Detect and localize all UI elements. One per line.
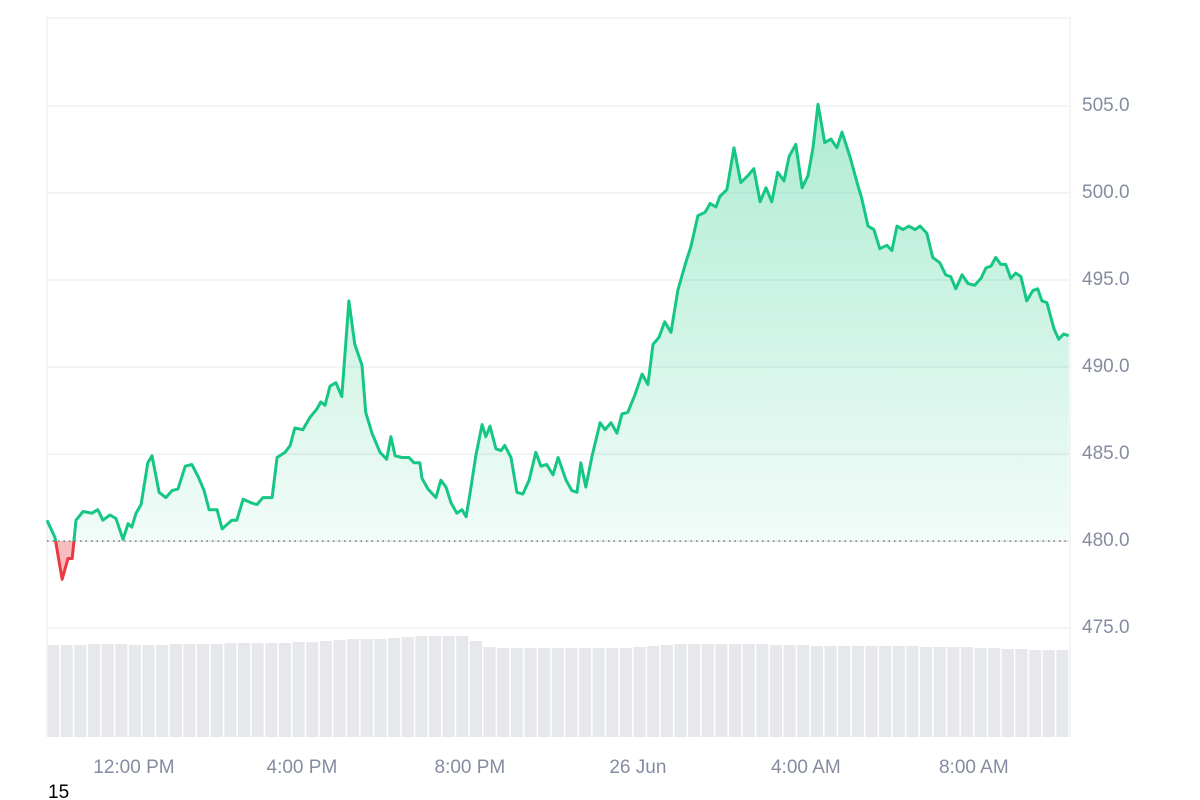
y-tick-label: 505.0 <box>1082 95 1130 116</box>
volume-bar <box>456 636 469 737</box>
volume-bar <box>988 648 1001 737</box>
volume-bar <box>483 647 496 737</box>
volume-bar <box>169 644 182 737</box>
volume-bar <box>892 646 905 737</box>
volume-bar <box>906 646 919 737</box>
volume-bar <box>510 648 523 737</box>
volume-bar <box>688 644 701 737</box>
plot-frame <box>46 17 1071 737</box>
volume-bar <box>415 636 428 737</box>
footnote: 15 <box>48 782 69 800</box>
data-layer <box>45 102 1070 581</box>
area-down <box>55 541 74 580</box>
x-tick-label: 8:00 AM <box>939 757 1009 778</box>
volume-bar <box>469 641 482 737</box>
y-tick-label: 485.0 <box>1082 443 1130 464</box>
price-line <box>45 102 1070 542</box>
volume-bar <box>797 645 810 737</box>
volume-bar <box>333 640 346 737</box>
y-tick-label: 480.0 <box>1082 530 1130 551</box>
volume-bar <box>374 639 387 737</box>
volume-bar <box>347 639 360 737</box>
volume-bar <box>933 647 946 737</box>
volume-bar <box>142 645 155 737</box>
volume-bar <box>756 644 769 737</box>
volume-bar <box>824 646 837 737</box>
y-tick-label: 495.0 <box>1082 269 1130 290</box>
volume-bar <box>87 644 101 737</box>
volume-bar <box>960 647 974 737</box>
volume-bar <box>156 645 169 737</box>
volume-bar <box>278 643 292 737</box>
x-tick-label: 4:00 PM <box>267 757 338 778</box>
volume-bar <box>838 646 851 737</box>
volume-bar <box>128 645 141 737</box>
area-up <box>47 104 1069 542</box>
volume-bar <box>701 644 714 737</box>
volume-bar <box>101 644 114 737</box>
volume-bar <box>551 648 564 737</box>
volume-bar <box>810 646 823 737</box>
volume-bar <box>319 641 332 737</box>
volume-bar <box>879 646 892 737</box>
volume-bar <box>851 646 864 737</box>
volume-bar <box>60 645 73 737</box>
volume-bar <box>360 639 373 737</box>
volume-bar <box>578 648 592 737</box>
volume-bar <box>74 645 87 737</box>
volume-bar <box>647 646 660 737</box>
volume-bar <box>401 637 414 737</box>
volume-bar <box>715 644 728 737</box>
y-tick-label: 490.0 <box>1082 356 1130 377</box>
text-layer: 475.0 480.0 485.0 490.0 495.0 500.0 505.0 12:00… <box>93 95 1129 778</box>
volume-bar <box>251 643 264 737</box>
volume-bar <box>947 647 960 737</box>
volume-bar <box>428 636 442 737</box>
volume-bar <box>1042 650 1055 737</box>
volume-bar <box>865 646 878 737</box>
volume-bar <box>783 645 796 737</box>
volume-bar <box>1056 650 1069 737</box>
volume-bar <box>769 645 783 737</box>
volume-bar <box>210 644 223 737</box>
volume-bar <box>974 648 987 737</box>
volume-bar <box>388 638 401 737</box>
x-tick-label: 26 Jun <box>609 757 666 778</box>
volume-bar <box>674 644 687 737</box>
volume-bar <box>660 645 673 737</box>
volume-bar <box>524 648 537 737</box>
volume-bar <box>265 643 278 737</box>
volume-bar <box>742 644 755 737</box>
volume-bar <box>606 648 619 737</box>
volume-bar <box>442 636 455 737</box>
volume-bar <box>538 648 551 737</box>
volume-bar <box>919 647 933 737</box>
x-tick-label: 12:00 PM <box>93 757 174 778</box>
volume-bar <box>47 645 60 737</box>
x-tick-label: 4:00 AM <box>771 757 841 778</box>
volume-bar <box>292 642 305 737</box>
volume-bar <box>306 642 319 737</box>
volume-bar <box>197 644 210 737</box>
volume-bar <box>183 644 196 737</box>
y-tick-label: 500.0 <box>1082 182 1130 203</box>
y-tick-label: 475.0 <box>1082 617 1130 638</box>
volume-bar <box>1001 649 1014 737</box>
volume-bar <box>237 643 251 737</box>
volume-bar <box>619 648 633 737</box>
volume-bar <box>565 648 578 737</box>
volume-bar <box>729 644 742 737</box>
volume-bar <box>1029 650 1042 737</box>
volume-bar <box>633 647 646 737</box>
volume-bar <box>592 648 605 737</box>
volume-bar <box>497 648 510 737</box>
volume-bar <box>224 643 237 737</box>
volume-bar <box>115 644 128 737</box>
x-tick-label: 8:00 PM <box>435 757 506 778</box>
volume-bar <box>1015 649 1028 737</box>
volume-layer <box>47 636 1069 737</box>
